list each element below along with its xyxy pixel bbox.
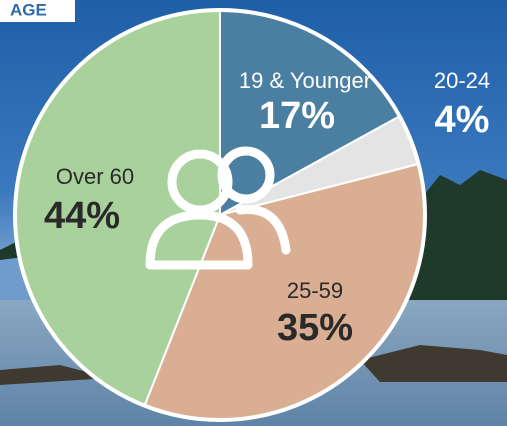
slice-value-label: 35% — [277, 307, 353, 349]
chart-title: AGE — [10, 0, 47, 19]
slice-label: 25-59 — [287, 278, 343, 303]
slice-label: Over 60 — [56, 164, 134, 189]
slice-label: 19 & Younger — [239, 68, 371, 93]
slice-value-label: 17% — [259, 95, 335, 137]
slice-value-label: 4% — [435, 99, 490, 141]
slice-label: 20-24 — [434, 68, 490, 93]
slice-value-label: 44% — [44, 195, 120, 237]
chart: AGE 19 & Younger17% 20-24 4% 25-59 35% Over 6… — [0, 0, 507, 426]
